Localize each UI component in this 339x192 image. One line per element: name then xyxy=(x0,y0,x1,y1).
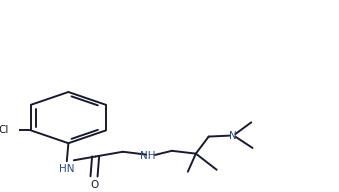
Text: Cl: Cl xyxy=(0,125,8,135)
Text: HN: HN xyxy=(59,164,75,174)
Text: NH: NH xyxy=(140,151,156,161)
Text: N: N xyxy=(229,131,237,141)
Text: O: O xyxy=(90,180,98,190)
